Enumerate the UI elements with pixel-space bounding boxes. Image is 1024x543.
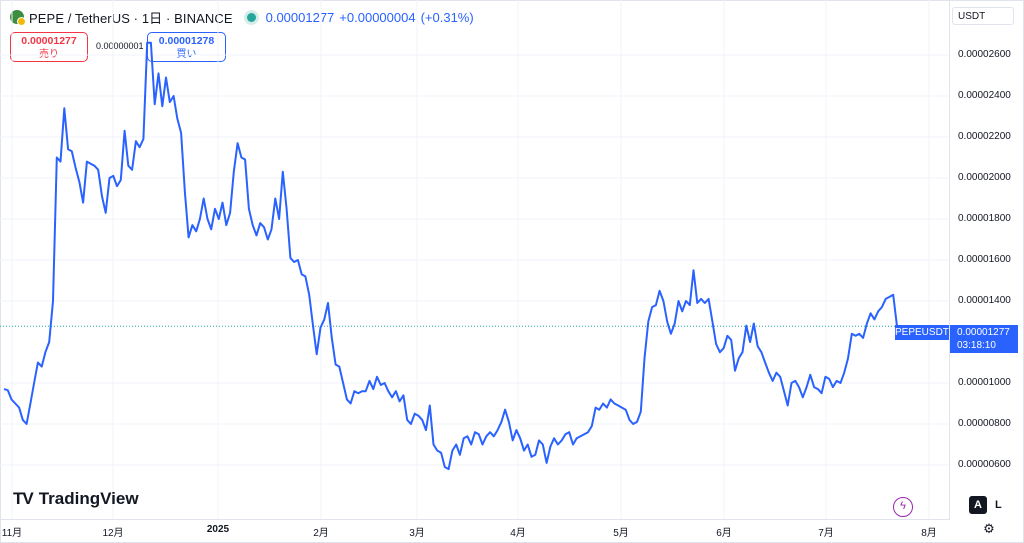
time-tick-label: 11月 bbox=[1, 528, 23, 539]
settings-gear-icon[interactable]: ⚙ bbox=[983, 521, 995, 536]
time-axis-border bbox=[0, 519, 949, 520]
time-tick-label: 2025 bbox=[206, 524, 230, 535]
log-scale-button[interactable]: L bbox=[995, 499, 1002, 511]
price-tick-label: 0.00002600 bbox=[958, 49, 1011, 60]
sell-price: 0.00001277 bbox=[21, 35, 77, 47]
time-tick-label: 6月 bbox=[716, 528, 732, 539]
time-tick-label: 5月 bbox=[613, 528, 629, 539]
time-tick-label: 12月 bbox=[102, 528, 124, 539]
price-tick-label: 0.00002000 bbox=[958, 172, 1011, 183]
tradingview-wordmark: TradingView bbox=[38, 489, 139, 508]
price-tick-label: 0.00002200 bbox=[958, 131, 1011, 142]
status-dot-icon bbox=[246, 12, 256, 22]
price-change: +0.00000004 bbox=[339, 9, 416, 25]
last-price: 0.00001277 bbox=[265, 9, 335, 25]
price-change-percent: (+0.31%) bbox=[420, 9, 474, 25]
price-tick-label: 0.00001400 bbox=[958, 295, 1011, 306]
buy-price: 0.00001278 bbox=[158, 35, 215, 47]
price-tick-label: 0.00001800 bbox=[958, 213, 1011, 224]
flash-icon[interactable]: ϟ bbox=[893, 497, 913, 517]
auto-scale-button[interactable]: A bbox=[969, 496, 987, 514]
bar-countdown: 03:18:10 bbox=[957, 340, 996, 351]
price-series-line bbox=[3, 41, 898, 471]
price-tick-label: 0.00001000 bbox=[958, 377, 1011, 388]
price-tick-label: 0.00000600 bbox=[958, 459, 1011, 470]
time-tick-label: 4月 bbox=[510, 528, 526, 539]
symbol-title[interactable]: PEPE / TetherUS · 1日 · BINANCE bbox=[29, 10, 233, 26]
time-tick-label: 8月 bbox=[921, 528, 937, 539]
time-tick-label: 2月 bbox=[313, 528, 329, 539]
current-price-value: 0.00001277 bbox=[957, 327, 1010, 338]
time-tick-label: 7月 bbox=[818, 528, 834, 539]
symbol-header[interactable]: PEPE / TetherUS · 1日 · BINANCE 0.0000127… bbox=[10, 6, 474, 28]
tradingview-logo[interactable]: TV TradingView bbox=[13, 489, 139, 509]
symbol-price-label: PEPEUSDT bbox=[895, 325, 949, 340]
time-tick-label: 3月 bbox=[409, 528, 425, 539]
currency-selector[interactable]: USDT bbox=[952, 7, 1014, 25]
price-axis-border bbox=[949, 0, 950, 520]
price-chart[interactable] bbox=[0, 0, 949, 519]
tradingview-logo-icon: TV bbox=[13, 489, 34, 508]
price-tick-label: 0.00001600 bbox=[958, 254, 1011, 265]
pepe-coin-icon bbox=[10, 10, 26, 26]
spread-value: 0.00000001 bbox=[96, 41, 144, 51]
price-tick-label: 0.00002400 bbox=[958, 90, 1011, 101]
price-tick-label: 0.00000800 bbox=[958, 418, 1011, 429]
current-price-label: 0.00001277 03:18:10 bbox=[950, 325, 1018, 353]
